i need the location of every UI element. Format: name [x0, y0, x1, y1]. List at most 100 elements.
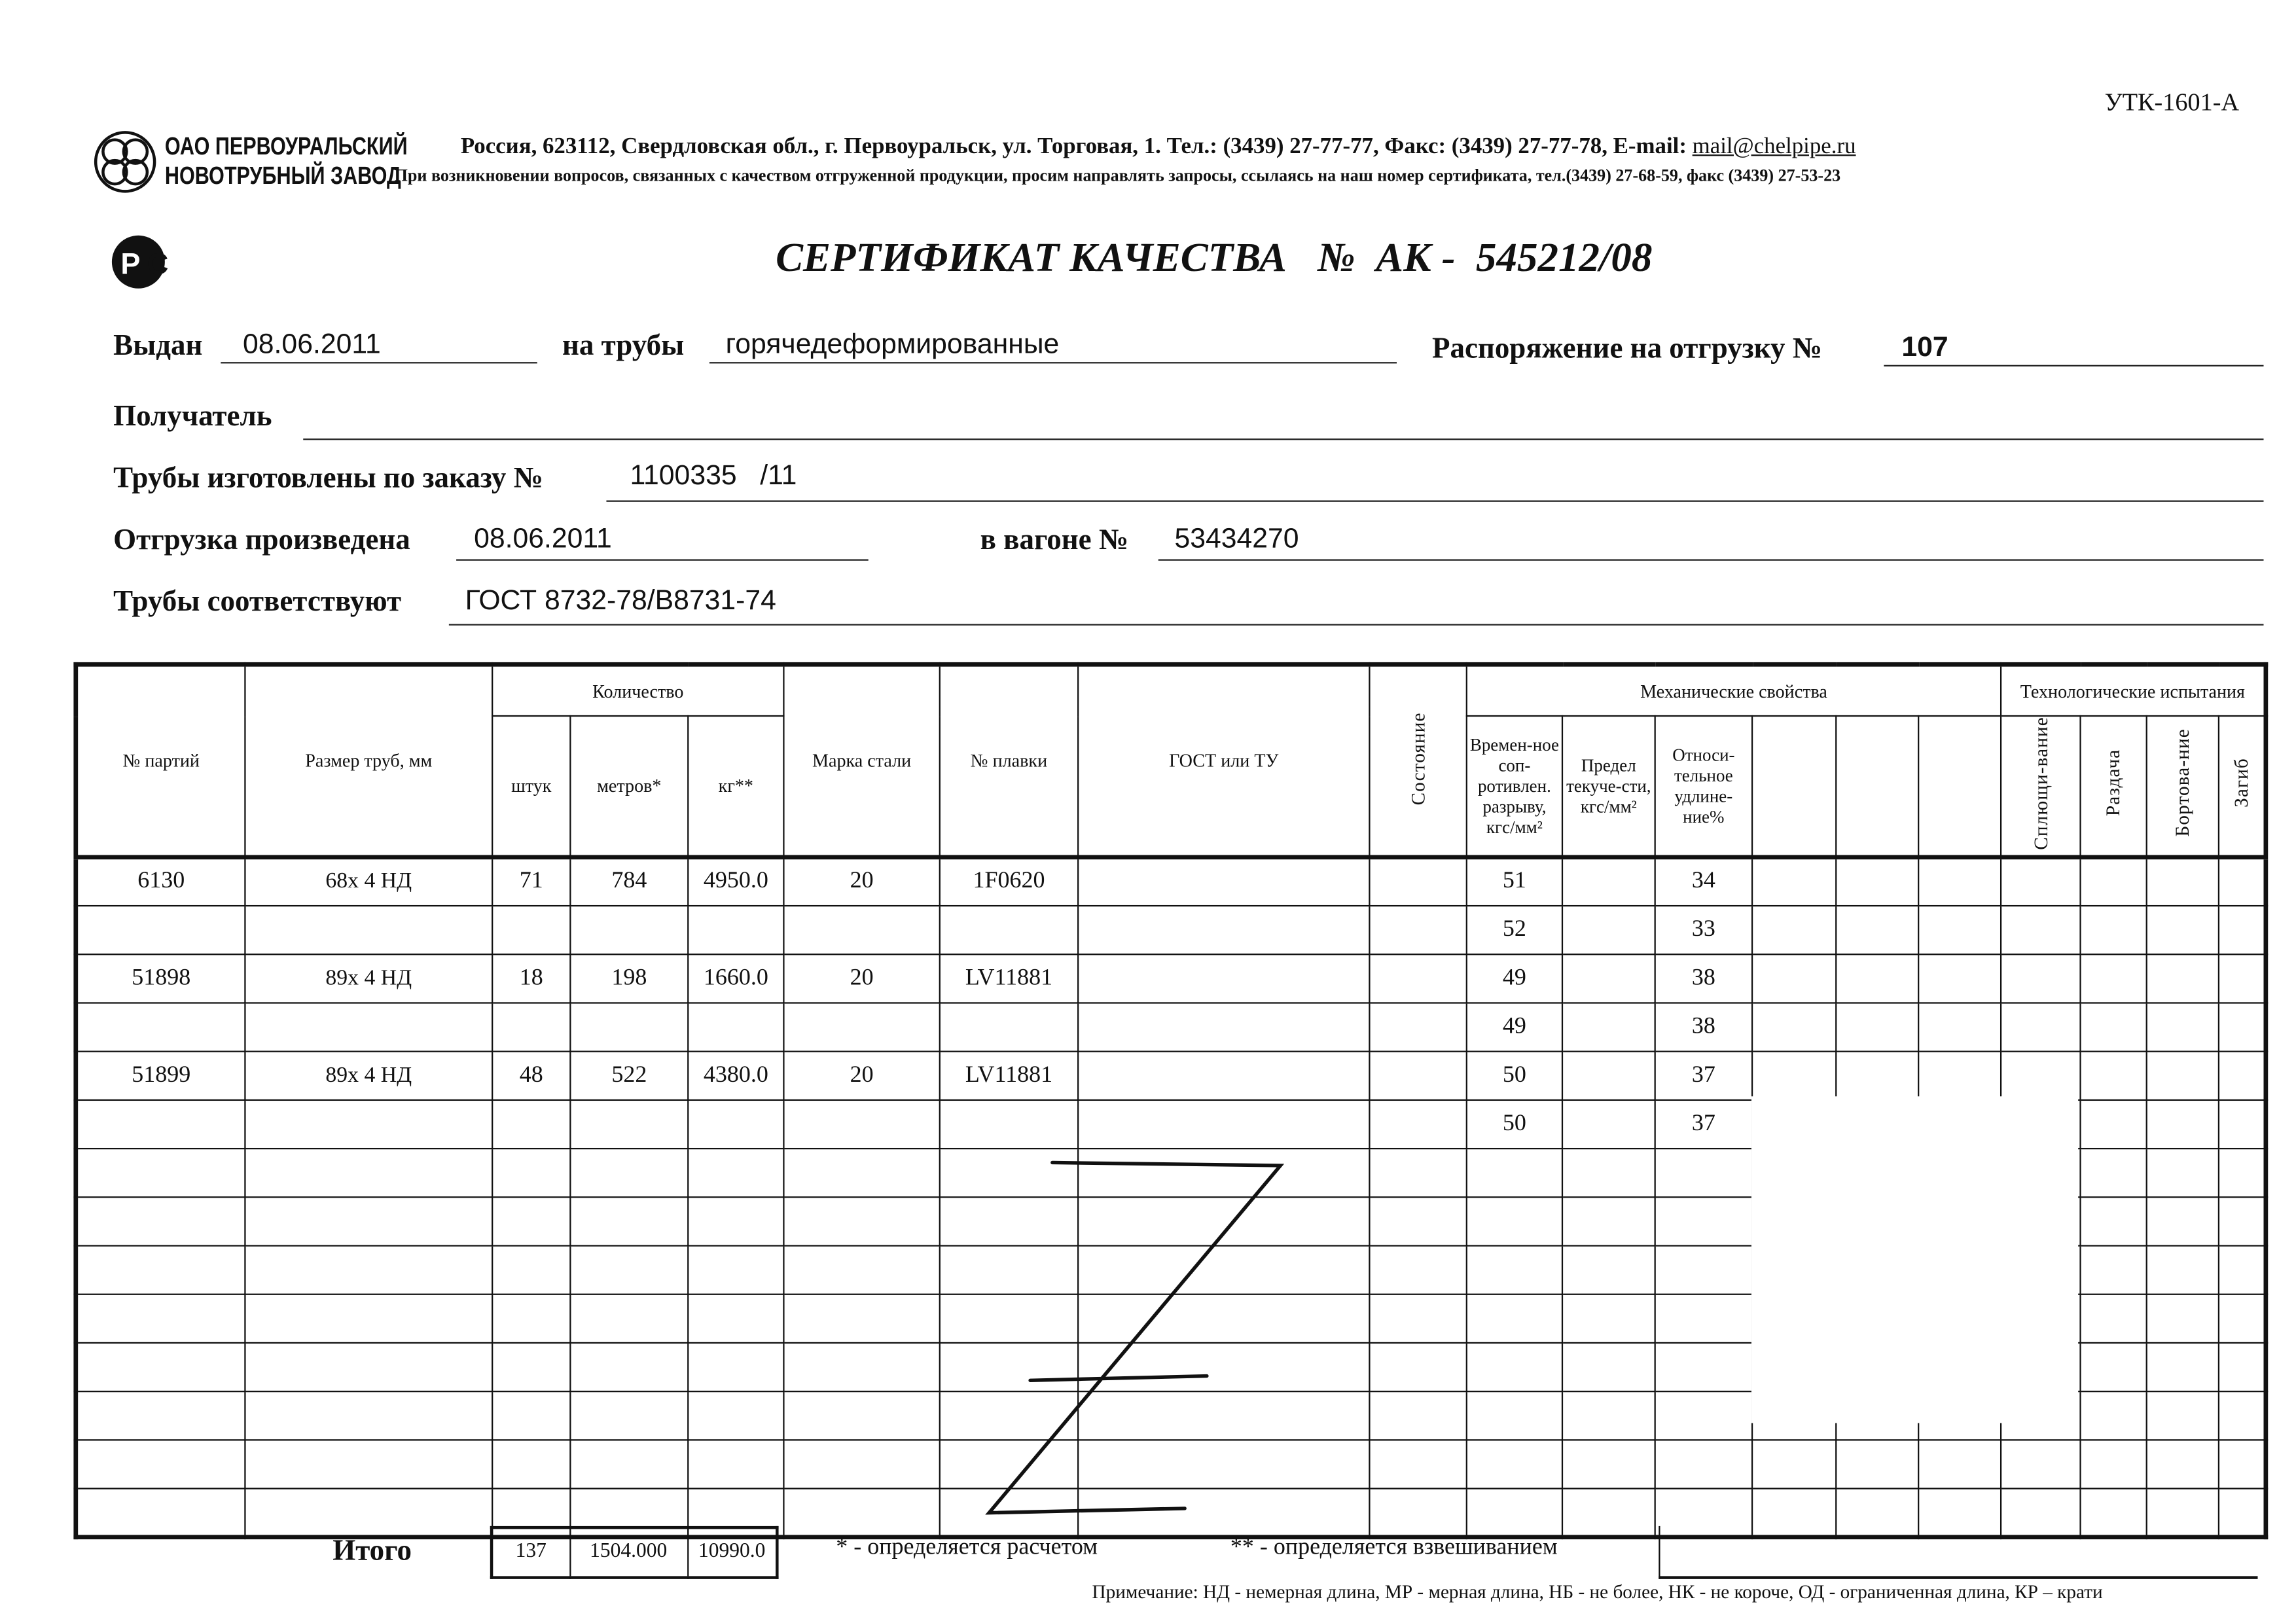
table-cell [1654, 1244, 1753, 1294]
table-cell [2217, 1293, 2267, 1344]
table-cell [2079, 904, 2147, 955]
table-cell [783, 904, 941, 955]
table-cell [492, 1341, 571, 1392]
shipping-order-label: Распоряжение на отгрузку № [1431, 332, 1822, 365]
table-row: 6130 68х 4 НД 71 784 4950.0 20 1F0620 51 34 [75, 855, 2267, 906]
page-title: СЕРТИФИКАТ КАЧЕСТВА № АК - 545212/08 [776, 235, 1653, 281]
table-cell [492, 1293, 571, 1344]
table-cell [687, 1147, 785, 1198]
table-cell [2217, 1147, 2267, 1198]
table-cell: 51899 [75, 1050, 246, 1101]
table-row: 49 38 [75, 1001, 2267, 1052]
table-cell [1369, 1147, 1467, 1198]
table-cell: 50 [1465, 1050, 1564, 1101]
table-cell [569, 1001, 689, 1052]
table-cell [2145, 953, 2220, 1003]
header-meters: метров* [569, 715, 689, 857]
table-cell [492, 1196, 571, 1246]
table-cell [2145, 855, 2220, 906]
table-cell [2145, 1147, 2220, 1198]
table-cell [1077, 1196, 1371, 1246]
table-cell [939, 1293, 1079, 1344]
header-batch: № партий [75, 664, 246, 857]
table-cell [1918, 855, 2002, 906]
header-state: Состояние [1369, 664, 1467, 857]
table-cell [1918, 1438, 2002, 1489]
table-cell [1561, 1487, 1656, 1537]
abbreviation-note: Примечание: НД - немерная длина, МР - ме… [1092, 1580, 2103, 1603]
table-cell [75, 1438, 246, 1489]
table-cell [1918, 953, 2002, 1003]
table-cell [1369, 1050, 1467, 1101]
table-row: 51898 89х 4 НД 18 198 1660.0 20 LV11881 49 38 [75, 953, 2267, 1003]
header-flattening: Сплющи-вание [2000, 715, 2081, 857]
table-cell [783, 1196, 941, 1246]
table-cell [939, 1147, 1079, 1198]
table-cell [244, 1341, 493, 1392]
table-cell [1751, 1050, 1837, 1101]
email-link[interactable]: mail@chelpipe.ru [1692, 134, 1856, 159]
table-cell [1654, 1196, 1753, 1246]
table-cell [1751, 1001, 1837, 1052]
header-empty [1918, 715, 2002, 857]
table-cell [2145, 1341, 2220, 1392]
table-cell [1561, 1147, 1656, 1198]
table-cell [1077, 1050, 1371, 1101]
table-cell [2079, 1390, 2147, 1440]
table-cell: 51 [1465, 855, 1564, 906]
shipment-label: Отгрузка произведена [113, 524, 410, 557]
email-label: E-mail: [1613, 134, 1687, 159]
total-meters: 1504.000 [569, 1527, 689, 1578]
table-cell [687, 1438, 785, 1489]
company-name: ОАО ПЕРВОУРАЛЬСКИЙ НОВОТРУБНЫЙ ЗАВОД [165, 132, 408, 191]
table-cell [75, 1293, 246, 1344]
table-cell [492, 1390, 571, 1440]
table-cell [1077, 904, 1371, 955]
table-cell [75, 1001, 246, 1052]
total-table: 137 1504.000 10990.0 [490, 1525, 779, 1579]
recipient-label: Получатель [113, 400, 272, 433]
table-cell [75, 1098, 246, 1149]
header-flattening-text: Сплющи-вание [2028, 717, 2051, 850]
table-cell: 37 [1654, 1098, 1753, 1149]
table-cell [1561, 1390, 1656, 1440]
table-cell [1561, 1196, 1656, 1246]
company-logo-icon [94, 131, 156, 193]
table-cell [2079, 1196, 2147, 1246]
total-pieces: 137 [490, 1527, 571, 1578]
table-cell [2079, 1487, 2147, 1537]
company-address: Россия, 623112, Свердловская обл., г. Пе… [461, 134, 1856, 160]
table-cell [1751, 904, 1837, 955]
table-cell [1654, 1438, 1753, 1489]
table-cell [783, 1438, 941, 1489]
table-cell: 20 [783, 1050, 941, 1101]
table-cell: 38 [1654, 953, 1753, 1003]
table-cell [2145, 1244, 2220, 1294]
table-cell [1835, 1487, 1920, 1537]
header-tensile: Времен-ное соп-ротивлен. разрыву, кгс/мм… [1465, 715, 1564, 857]
table-cell [939, 1341, 1079, 1392]
table-cell: 4380.0 [687, 1050, 785, 1101]
table-cell [2079, 1001, 2147, 1052]
table-cell [2145, 1487, 2220, 1537]
header-flanging: Бортова-ние [2145, 715, 2220, 857]
table-cell [2000, 1001, 2081, 1052]
table-cell [1465, 1390, 1564, 1440]
table-cell [492, 1438, 571, 1489]
table-cell [1369, 855, 1467, 906]
company-name-line1: ОАО ПЕРВОУРАЛЬСКИЙ [164, 132, 408, 161]
table-cell: 18 [492, 953, 571, 1003]
table-cell [939, 1001, 1079, 1052]
table-cell [2145, 1050, 2220, 1101]
table-cell [2000, 1438, 2081, 1489]
table-cell [1835, 1001, 1920, 1052]
form-code: УТК-1601-А [2104, 88, 2240, 116]
table-cell [783, 1147, 941, 1198]
table-cell [1077, 1098, 1371, 1149]
table-cell: 37 [1654, 1050, 1753, 1101]
wagon-label: в вагоне № [980, 524, 1129, 557]
table-cell [2079, 1341, 2147, 1392]
table-cell [1369, 1341, 1467, 1392]
table-cell [1561, 1244, 1656, 1294]
